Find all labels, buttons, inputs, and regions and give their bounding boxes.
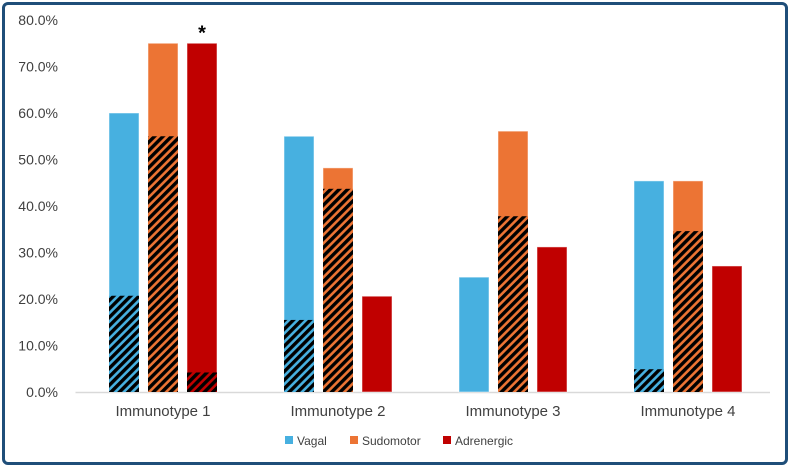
y-tick-label: 60.0% (18, 105, 58, 121)
legend-label: Vagal (297, 434, 327, 448)
bar-hatched-sudomotor (148, 136, 178, 392)
y-tick-label: 80.0% (18, 12, 58, 28)
x-tick-label: Immunotype 4 (640, 403, 735, 420)
bar-adrenergic (186, 42, 218, 393)
bar-hatched-sudomotor (498, 216, 528, 392)
bar-hatched-sudomotor (673, 231, 703, 392)
y-tick-label: 10.0% (18, 338, 58, 354)
significance-annotation: * (198, 22, 206, 44)
y-tick-label: 50.0% (18, 152, 58, 168)
bar-hatched-vagal (634, 369, 664, 392)
y-tick-label: 40.0% (18, 198, 58, 214)
bar-hatched-vagal (284, 319, 314, 392)
legend-label: Sudomotor (362, 434, 421, 448)
bar-hatched-adrenergic (187, 372, 217, 392)
x-tick-label: Immunotype 3 (465, 403, 560, 420)
y-tick-label: 0.0% (26, 384, 58, 400)
legend-label: Adrenergic (455, 434, 513, 448)
x-tick-label: Immunotype 2 (290, 403, 385, 420)
bar-adrenergic (361, 295, 393, 393)
bar-adrenergic (711, 265, 743, 393)
legend-swatch-sudomotor (350, 436, 358, 444)
x-tick-label: Immunotype 1 (115, 403, 210, 420)
y-tick-label: 70.0% (18, 59, 58, 75)
legend-swatch-vagal (285, 436, 293, 444)
y-tick-label: 20.0% (18, 291, 58, 307)
bar-vagal (633, 180, 665, 393)
bar-vagal (458, 276, 490, 393)
bar-hatched-vagal (109, 295, 139, 392)
bar-adrenergic (536, 246, 568, 393)
legend-swatch-adrenergic (443, 436, 451, 444)
bar-hatched-sudomotor (323, 188, 353, 392)
y-tick-label: 30.0% (18, 245, 58, 261)
